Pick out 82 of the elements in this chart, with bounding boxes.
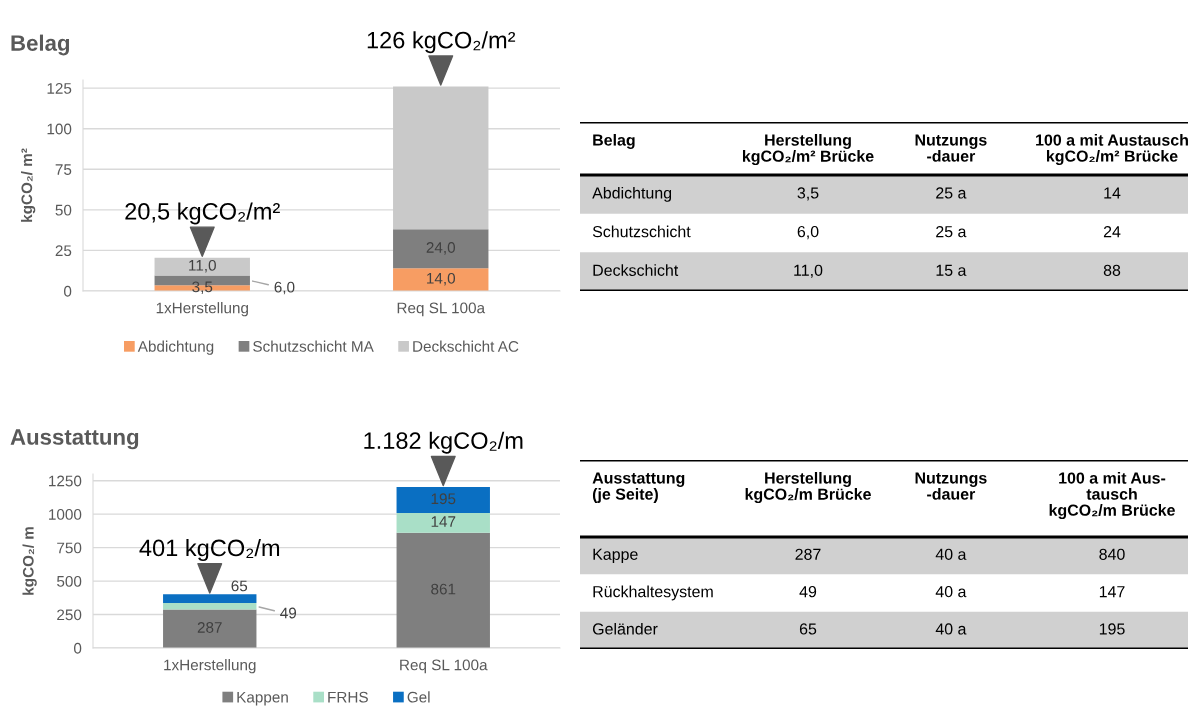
- category-label: Geländer: [592, 622, 658, 635]
- bar: [163, 609, 257, 648]
- annotation: 1.182 kgCO₂/m: [364, 431, 523, 454]
- text: 40 a: [935, 585, 967, 598]
- data-label: 65: [231, 580, 248, 592]
- annotation: 401 kgCO₂/m: [139, 538, 280, 561]
- text: 3,5: [797, 187, 819, 201]
- category-label: Rückhaltesystem: [593, 585, 713, 601]
- text: Belag: [593, 134, 635, 149]
- text: Ausstattung (je Seite): [592, 472, 685, 503]
- category-label: Herstellung kgCO₂/m Brücke: [745, 472, 871, 504]
- text: 287: [795, 548, 821, 560]
- category-label: 100 a mit Aus- tausch kgCO₂/m Brücke: [1049, 472, 1175, 520]
- chart-title: Belag: [11, 34, 70, 56]
- y-axis-title: kgCO₂/ m²: [20, 148, 36, 222]
- x-tick-label: Req SL 100a: [397, 302, 486, 317]
- text: 40 a: [935, 548, 967, 560]
- bar: [154, 257, 250, 276]
- data-label: 195: [431, 493, 456, 505]
- bar: [396, 532, 490, 648]
- legend-label: Gel: [407, 691, 430, 703]
- category-label: Nutzungs -dauer: [915, 472, 987, 500]
- text: 147: [1099, 586, 1125, 598]
- y-tick-label: 125: [47, 82, 72, 94]
- y-tick-label: 500: [57, 575, 82, 587]
- y-tick-label: 1250: [49, 475, 82, 487]
- legend-label: Deckschicht AC: [413, 340, 519, 352]
- data-label: 147: [431, 516, 456, 527]
- data-label: 24,0: [426, 242, 456, 255]
- y-axis-title: kgCO₂/ m: [22, 527, 37, 595]
- data-label: 14,0: [427, 272, 456, 286]
- bar: [163, 603, 257, 610]
- legend-label: Schutzschicht MA: [253, 340, 374, 352]
- data-label: 49: [280, 607, 297, 619]
- text: 6,0: [797, 225, 819, 240]
- bar: [393, 86, 489, 230]
- y-tick-label: 0: [73, 642, 82, 654]
- y-tick-label: 75: [55, 164, 72, 175]
- category-label: Nutzungs -dauer: [915, 134, 987, 162]
- y-tick-label: 250: [57, 609, 82, 621]
- annotation: 126 kgCO₂/m²: [367, 31, 516, 54]
- y-tick-label: 50: [55, 204, 72, 216]
- legend-label: FRHS: [328, 691, 368, 703]
- y-tick-label: 100: [47, 123, 72, 135]
- text: 24: [1103, 225, 1121, 238]
- text: 195: [1099, 623, 1125, 635]
- bar: [396, 513, 490, 533]
- x-tick-label: 1xHerstellung: [156, 302, 248, 317]
- y-tick-label: 25: [55, 245, 72, 257]
- text: 25 a: [936, 225, 967, 238]
- category-label: Deckschicht: [593, 264, 679, 276]
- bar: [393, 268, 489, 291]
- text: 65: [799, 623, 817, 635]
- data-label: 6,0: [274, 281, 295, 295]
- category-label: Schutzschicht: [592, 225, 691, 238]
- text: 840: [1099, 548, 1125, 560]
- text: 25 a: [936, 187, 967, 199]
- category-label: Kappe: [593, 548, 638, 564]
- data-label: 861: [431, 583, 456, 595]
- category-label: Herstellung kgCO₂/m² Brücke: [742, 134, 874, 166]
- legend-label: Abdichtung: [137, 340, 214, 355]
- text: 15 a: [936, 264, 967, 276]
- text: 14: [1104, 187, 1121, 199]
- chart-title: Ausstattung: [10, 429, 139, 450]
- text: 49: [799, 585, 817, 598]
- text: 40 a: [935, 623, 967, 635]
- x-tick-label: Req SL 100a: [400, 659, 488, 674]
- data-label: 11,0: [189, 259, 216, 273]
- annotation: 20,5 kgCO₂/m²: [125, 202, 280, 225]
- y-tick-label: 1000: [49, 509, 82, 520]
- text: 88: [1103, 264, 1121, 276]
- y-tick-label: 750: [57, 542, 82, 554]
- x-tick-label: 1xHerstellung: [164, 659, 256, 674]
- bar: [393, 229, 489, 269]
- category-label: Abdichtung: [592, 186, 672, 202]
- y-tick-label: 0: [63, 285, 72, 297]
- text: 11,0: [794, 264, 823, 278]
- legend-label: Kappen: [237, 691, 288, 706]
- category-label: 100 a mit Austausch kgCO₂/m² Brücke: [1036, 134, 1188, 166]
- data-label: 287: [197, 622, 222, 633]
- bar: [396, 486, 490, 514]
- bar: [163, 594, 257, 604]
